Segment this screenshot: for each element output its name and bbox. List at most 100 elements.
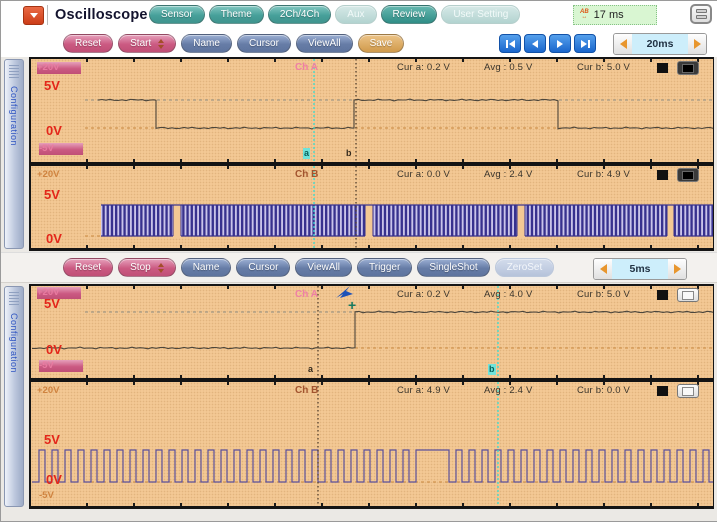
zeroset-button[interactable]: ZeroSet	[494, 258, 555, 277]
app-title: Oscilloscope	[55, 7, 148, 23]
scope2-toolbar: Reset Stop Name Cursor ViewAll Trigger SingleS…	[1, 252, 717, 283]
singleshot-button[interactable]: SingleShot	[417, 258, 490, 277]
app-menu-button[interactable]	[23, 6, 44, 25]
2ch-4ch-button[interactable]: 2Ch/4Ch	[267, 5, 332, 24]
axis-label: 0V	[46, 472, 62, 487]
cursor-button[interactable]: Cursor	[236, 34, 291, 53]
axis-label: 5V	[44, 432, 60, 447]
axis-label: +20V	[37, 169, 60, 180]
stop-button[interactable]: Stop	[118, 258, 176, 277]
name-button[interactable]: Name	[181, 34, 232, 53]
scope1-channel-b-plot: +20V 5V 0V Ch B Cur a: 0.0 V Avg : 2.4 V Cur b…	[31, 166, 713, 248]
button-label: 2Ch/4Ch	[279, 9, 320, 20]
tick-marks	[31, 382, 713, 385]
viewall-button[interactable]: ViewAll	[295, 34, 353, 53]
timebase-decrement-button[interactable]	[614, 34, 632, 54]
tick-marks	[31, 166, 713, 169]
button-label: Cursor	[248, 262, 279, 273]
button-label: Review	[392, 9, 426, 20]
scope1-toolbar: Reset Start Name Cursor ViewAll Save 20ms	[1, 30, 717, 57]
waveform-canvas	[85, 59, 713, 162]
axis-label: 0V	[46, 123, 62, 138]
cursor-a-readout: Cur a: 0.0 V	[397, 169, 451, 180]
cursor-b-readout: Cur b: 5.0 V	[577, 62, 631, 73]
cursor-button[interactable]: Cursor	[236, 258, 291, 277]
button-label: Start	[130, 38, 152, 49]
button-label: ViewAll	[307, 262, 341, 273]
cursor-b-readout: Cur b: 0.0 V	[577, 385, 631, 396]
first-icon	[505, 39, 508, 48]
axis-label: +20V	[37, 287, 81, 299]
axis-label: 5V	[44, 78, 60, 93]
layout-button[interactable]	[690, 4, 712, 24]
tick-marks	[31, 159, 713, 162]
button-label: Name	[193, 38, 220, 49]
avg-readout: Avg : 0.5 V	[484, 62, 533, 73]
cursor-a-label: a	[303, 148, 311, 159]
channel-display-toggle[interactable]	[677, 288, 699, 302]
user-setting-button[interactable]: User Setting	[441, 5, 521, 24]
main-toolbar-buttons: Sensor Theme 2Ch/4Ch Aux Review User Setting	[149, 5, 521, 24]
trigger-marker[interactable]	[336, 286, 354, 299]
cursor-b-readout: Cur b: 5.0 V	[577, 289, 631, 300]
stacked-windows-icon	[695, 15, 707, 19]
tick-marks	[31, 286, 713, 289]
interval-value: 17 ms	[593, 9, 624, 21]
scope2-channel-b-plot: +20V 5V 0V -5V Ch B Cur a: 4.9 V Avg : 2.4 V Cu…	[31, 382, 713, 506]
updown-spinner-icon	[158, 38, 165, 49]
trigger-button[interactable]: Trigger	[357, 258, 413, 277]
reset-button[interactable]: Reset	[63, 34, 114, 53]
right-arrow-icon	[673, 264, 681, 274]
aux-button[interactable]: Aux	[335, 5, 377, 24]
timebase-increment-button[interactable]	[688, 34, 706, 54]
cursor-b-label: b	[488, 364, 496, 375]
channel-color-swatch	[657, 290, 668, 300]
channel-display-toggle[interactable]	[677, 168, 699, 182]
button-label: User Setting	[453, 9, 509, 20]
updown-spinner-icon	[157, 262, 164, 273]
start-button[interactable]: Start	[118, 34, 177, 53]
axis-label: +20V	[37, 385, 60, 396]
channel-display-toggle[interactable]	[677, 384, 699, 398]
review-button[interactable]: Review	[380, 5, 438, 24]
timebase-value: 20ms	[632, 34, 688, 54]
interval-readout: AB ↔ 17 ms	[573, 5, 657, 25]
prev-button[interactable]	[524, 34, 546, 53]
theme-button[interactable]: Theme	[208, 5, 264, 24]
axis-label: -5V	[39, 143, 83, 155]
cursor-a-label: a	[308, 364, 314, 374]
button-label: ZeroSet	[506, 262, 543, 273]
reset-button[interactable]: Reset	[63, 258, 114, 277]
button-label: Theme	[220, 9, 252, 20]
sensor-button[interactable]: Sensor	[149, 5, 205, 24]
titlebar-divider	[47, 5, 48, 25]
last-icon	[580, 39, 587, 48]
configuration-tab-label: Configuration	[9, 86, 19, 147]
viewall-button[interactable]: ViewAll	[295, 258, 353, 277]
channel-display-toggle[interactable]	[677, 61, 699, 75]
scope1-channel-a-plot: +20V 5V 0V -5V Ch A Cur a: 0.2 V Avg : 0.5 V Cu…	[31, 59, 713, 162]
button-label: Reset	[75, 262, 102, 273]
name-button[interactable]: Name	[180, 258, 232, 277]
timebase-increment-button[interactable]	[668, 259, 686, 279]
button-label: SingleShot	[429, 262, 478, 273]
cursor-b-label: b	[346, 148, 352, 158]
next-button[interactable]	[549, 34, 571, 53]
axis-label: 5V	[44, 296, 60, 311]
left-arrow-icon	[599, 264, 607, 274]
main-toolbar: Oscilloscope Sensor Theme 2Ch/4Ch Aux Review…	[1, 1, 717, 31]
interval-icon-top: AB	[580, 9, 589, 15]
channel-title: Ch A	[295, 62, 318, 73]
timebase-decrement-button[interactable]	[594, 259, 612, 279]
channel-title: Ch B	[295, 169, 319, 180]
configuration-tab[interactable]: Configuration	[4, 59, 24, 249]
waveform-canvas	[85, 166, 713, 248]
channel-color-swatch	[657, 386, 668, 396]
last-button[interactable]	[574, 34, 596, 53]
save-button[interactable]: Save	[357, 34, 405, 53]
configuration-tab[interactable]: Configuration	[4, 286, 24, 507]
first-button[interactable]	[499, 34, 521, 53]
right-arrow-icon	[693, 39, 701, 49]
axis-label: 5V	[44, 187, 60, 202]
